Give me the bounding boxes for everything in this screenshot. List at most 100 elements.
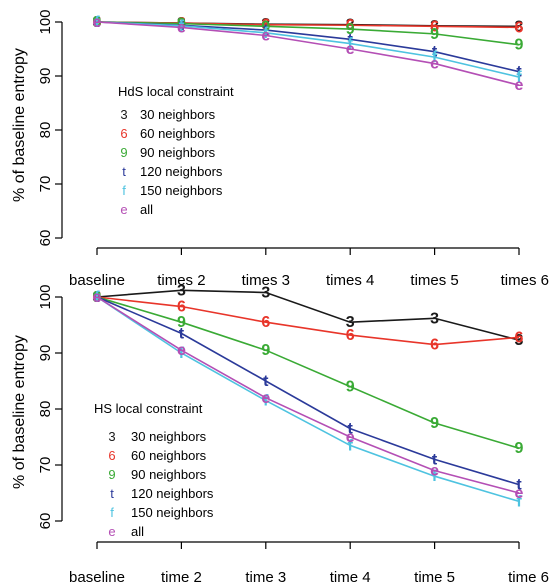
y-tick-label: 70 bbox=[37, 176, 54, 193]
x-tick-label: baseline bbox=[69, 272, 125, 289]
legend-symbol: f bbox=[110, 505, 114, 520]
y-tick-label: 80 bbox=[37, 122, 54, 139]
data-point-label: 9 bbox=[515, 440, 524, 457]
data-point-label: 6 bbox=[515, 329, 524, 346]
legend-entry-label: 120 neighbors bbox=[131, 486, 214, 501]
data-point-label: e bbox=[346, 429, 355, 446]
data-point-label: 3 bbox=[430, 310, 439, 327]
data-point-label: 6 bbox=[261, 17, 270, 34]
series-line-f bbox=[96, 21, 520, 78]
y-tick-label: 100 bbox=[37, 9, 54, 34]
legend-entry-label: 60 neighbors bbox=[131, 448, 207, 463]
data-point-label: 9 bbox=[177, 16, 186, 33]
x-tick-label: time 2 bbox=[161, 569, 202, 586]
data-point-label: t bbox=[263, 373, 269, 390]
data-point-label: 6 bbox=[430, 337, 439, 354]
data-point-label: f bbox=[179, 345, 185, 362]
y-tick-label: 90 bbox=[37, 68, 54, 85]
data-point-label: t bbox=[516, 477, 522, 494]
series-line-t bbox=[96, 296, 520, 486]
legend: HdS local constraint 3 30 neighbors 6 60 nei… bbox=[118, 84, 234, 217]
x-tick-label: times 3 bbox=[242, 272, 290, 289]
y-tick-label: 70 bbox=[37, 457, 54, 474]
legend-symbol: e bbox=[108, 524, 115, 539]
data-point-label: 9 bbox=[346, 21, 355, 38]
legend-symbol: f bbox=[122, 183, 126, 198]
legend-symbol: t bbox=[122, 164, 126, 179]
legend: HS local constraint 3 30 neighbors 6 60 neig… bbox=[94, 401, 214, 539]
data-point-label: f bbox=[348, 437, 354, 454]
data-point-label: t bbox=[348, 31, 354, 48]
x-tick-label: times 2 bbox=[157, 272, 205, 289]
data-point-label: f bbox=[432, 49, 438, 66]
legend-symbol: 3 bbox=[120, 107, 127, 122]
x-tick-label: time 3 bbox=[245, 569, 286, 586]
data-point-label: 9 bbox=[430, 415, 439, 432]
y-tick-label: 60 bbox=[37, 513, 54, 530]
data-point-label: 3 bbox=[261, 285, 270, 302]
x-tick-label: times 4 bbox=[326, 272, 374, 289]
data-point-label: t bbox=[432, 451, 438, 468]
legend-entry-label: 150 neighbors bbox=[131, 505, 214, 520]
data-point-label: f bbox=[516, 493, 522, 510]
legend-entry-label: 120 neighbors bbox=[140, 164, 223, 179]
series-line-e bbox=[96, 296, 520, 494]
x-tick-label: time 4 bbox=[330, 569, 371, 586]
data-point-label: t bbox=[179, 325, 185, 342]
data-point-label: f bbox=[432, 468, 438, 485]
series-line-e bbox=[96, 21, 520, 86]
x-tick-label: times 5 bbox=[410, 272, 458, 289]
data-point-label: 9 bbox=[261, 342, 270, 359]
x-tick-label: times 6 bbox=[501, 272, 549, 289]
legend-symbol: 6 bbox=[120, 126, 127, 141]
legend-entry-label: 30 neighbors bbox=[131, 429, 207, 444]
y-tick-label: 60 bbox=[37, 230, 54, 247]
x-tick-label: time 5 bbox=[414, 569, 455, 586]
series-line-9 bbox=[96, 21, 520, 46]
data-point-label: e bbox=[515, 77, 524, 94]
data-point-label: e bbox=[346, 41, 355, 58]
data-point-label: t bbox=[263, 22, 269, 39]
data-point-label: f bbox=[348, 36, 354, 53]
data-point-label: e bbox=[261, 28, 270, 45]
series-line-9 bbox=[96, 296, 520, 449]
data-point-label: f bbox=[179, 18, 185, 35]
data-point-label: 3 bbox=[177, 282, 186, 299]
data-point-label: 6 bbox=[346, 17, 355, 34]
data-point-label: 9 bbox=[346, 379, 355, 396]
data-point-label: f bbox=[516, 69, 522, 86]
x-tick-label: baseline bbox=[69, 569, 125, 586]
series-line-f bbox=[96, 296, 520, 503]
y-tick-label: 80 bbox=[37, 401, 54, 418]
data-point-label: t bbox=[516, 64, 522, 81]
legend-entry-label: all bbox=[131, 524, 144, 539]
legend-symbol: t bbox=[110, 486, 114, 501]
legend-title: HS local constraint bbox=[94, 401, 203, 416]
chart-panel-1: 60 70 80 90 100 % of baseline entropy baseline… bbox=[11, 9, 549, 289]
legend-symbol: e bbox=[120, 202, 127, 217]
legend-entry-label: all bbox=[140, 202, 153, 217]
legend-entry-label: 90 neighbors bbox=[140, 145, 216, 160]
data-point-label: 6 bbox=[261, 314, 270, 331]
data-point-label: 9 bbox=[177, 314, 186, 331]
legend-entry-label: 30 neighbors bbox=[140, 107, 216, 122]
data-point-label: e bbox=[93, 14, 102, 31]
legend-symbol: 6 bbox=[108, 448, 115, 463]
data-point-label: 3 bbox=[515, 332, 524, 349]
data-point-label: e bbox=[430, 56, 439, 73]
data-point-label: e bbox=[177, 19, 186, 36]
data-point-label: e bbox=[430, 463, 439, 480]
series-line-t bbox=[96, 21, 520, 73]
data-point-label: 9 bbox=[515, 37, 524, 54]
legend-title: HdS local constraint bbox=[118, 84, 234, 99]
chart-panel-2: 60 70 80 90 100 % of baseline entropy baseline… bbox=[11, 282, 549, 586]
data-point-label: 9 bbox=[261, 18, 270, 35]
legend-entry-label: 60 neighbors bbox=[140, 126, 216, 141]
data-point-label: t bbox=[348, 421, 354, 438]
data-point-label: 9 bbox=[430, 26, 439, 43]
legend-symbol: 9 bbox=[108, 467, 115, 482]
legend-entry-label: 150 neighbors bbox=[140, 183, 223, 198]
legend-symbol: 9 bbox=[120, 145, 127, 160]
data-point-label: 6 bbox=[430, 18, 439, 35]
